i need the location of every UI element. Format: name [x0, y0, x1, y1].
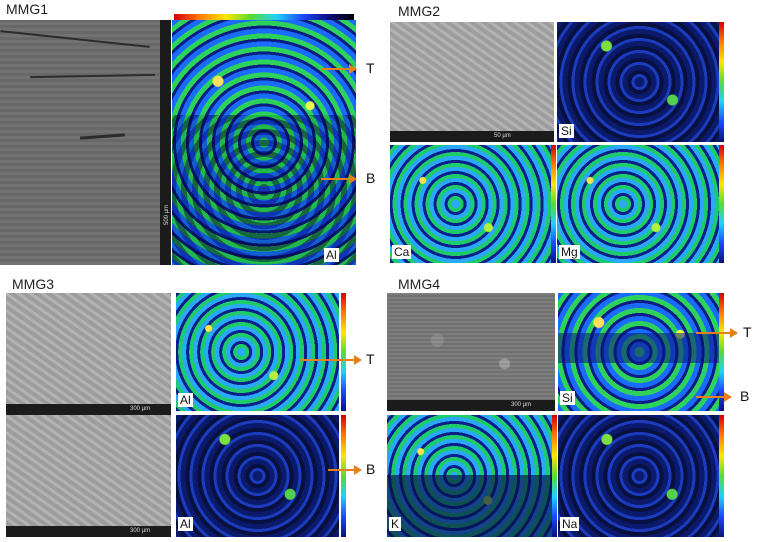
mmg3-al-map-top: Al: [176, 293, 339, 411]
mmg3-al-map-bottom: Al: [176, 415, 339, 537]
mid-dark-band: [558, 333, 721, 363]
mmg1-color-scale: [174, 14, 354, 20]
lower-dark-zone: [387, 475, 555, 537]
mmg3-sem-image-bottom: 300 µm: [6, 415, 171, 537]
mmg4-k-scale: [552, 415, 557, 537]
mmg1-element-label: Al: [324, 248, 339, 262]
mmg2-ca-map: Ca: [390, 145, 554, 263]
mmg2-ca-scale: [551, 145, 556, 263]
mmg3-arrow-bottom-label: B: [366, 461, 376, 477]
mmg1-element-map: Al: [172, 20, 356, 265]
mmg4-title: MMG4: [398, 276, 440, 292]
mmg4-scale-label: 300 µm: [511, 402, 532, 408]
mmg4-arrow-top-label: T: [743, 324, 752, 340]
mmg3-al-scale-bottom: [341, 415, 346, 537]
mmg2-si-map: Si: [557, 22, 722, 142]
mmg1-arrow-bottom: [321, 178, 351, 180]
mmg3-scale-label-top: 300 µm: [130, 406, 151, 412]
mmg4-sem-image: 300 µm: [387, 293, 555, 411]
mmg3-arrow-top-label: T: [366, 351, 375, 367]
crack-line: [29, 73, 156, 79]
mmg4-si-label: Si: [560, 391, 575, 405]
mmg2-sem-image: 50 µm: [390, 22, 554, 142]
mmg3-arrowhead-bottom: [354, 465, 362, 475]
mmg4-arrowhead-bottom: [724, 392, 732, 402]
mmg4-info-bar: 300 µm: [387, 400, 555, 411]
mmg1-arrow-bottom-label: B: [366, 170, 376, 186]
mmg3-al-label-top: Al: [178, 393, 193, 407]
mmg2-scale-label: 50 µm: [494, 133, 511, 139]
mmg1-arrow-top-label: T: [366, 60, 375, 76]
mmg1-arrowhead-bottom: [349, 174, 357, 184]
mmg4-arrow-bottom: [696, 396, 726, 398]
mmg3-arrow-top: [300, 359, 356, 361]
mmg2-si-scale: [719, 22, 724, 142]
mmg4-na-scale: [719, 415, 724, 537]
mmg4-si-scale: [719, 293, 724, 411]
mmg3-title: MMG3: [12, 276, 54, 292]
mmg1-info-bar: 500 µm: [160, 20, 171, 265]
mmg1-scale-label: 500 µm: [164, 204, 170, 225]
mmg1-title: MMG1: [6, 1, 48, 17]
mmg3-al-scale-top: [341, 293, 346, 411]
mmg3-scale-label-bottom: 300 µm: [130, 528, 151, 534]
mmg2-ca-label: Ca: [392, 245, 412, 259]
mmg4-arrowhead-top: [730, 328, 738, 338]
lower-dark-zone: [172, 115, 356, 265]
mmg4-na-map: Na: [558, 415, 721, 537]
mmg3-info-bar-bottom: 300 µm: [6, 526, 171, 537]
crack-line: [0, 30, 150, 48]
mmg3-arrow-bottom: [328, 469, 356, 471]
mmg4-si-map: Si: [558, 293, 721, 411]
mmg3-arrowhead-top: [354, 355, 362, 365]
mmg2-mg-scale: [719, 145, 724, 263]
mmg3-sem-image-top: 300 µm: [6, 293, 171, 415]
mmg2-info-bar: 50 µm: [390, 131, 554, 142]
mmg1-sem-image: [0, 20, 160, 265]
mmg4-arrow-top: [696, 332, 732, 334]
mmg1-arrowhead-top: [349, 64, 357, 74]
mmg2-mg-label: Mg: [559, 245, 580, 259]
mmg4-arrow-bottom-label: B: [740, 388, 750, 404]
mmg3-al-label-bottom: Al: [178, 517, 193, 531]
mmg3-info-bar-top: 300 µm: [6, 404, 171, 415]
mmg4-k-label: K: [389, 517, 402, 531]
mmg2-si-label: Si: [559, 124, 574, 138]
crack-line: [79, 133, 126, 140]
mmg4-na-label: Na: [560, 517, 580, 531]
mmg4-k-map: K: [387, 415, 555, 537]
mmg1-arrow-top: [321, 68, 351, 70]
mmg2-mg-map: Mg: [557, 145, 722, 263]
mmg2-title: MMG2: [398, 3, 440, 19]
